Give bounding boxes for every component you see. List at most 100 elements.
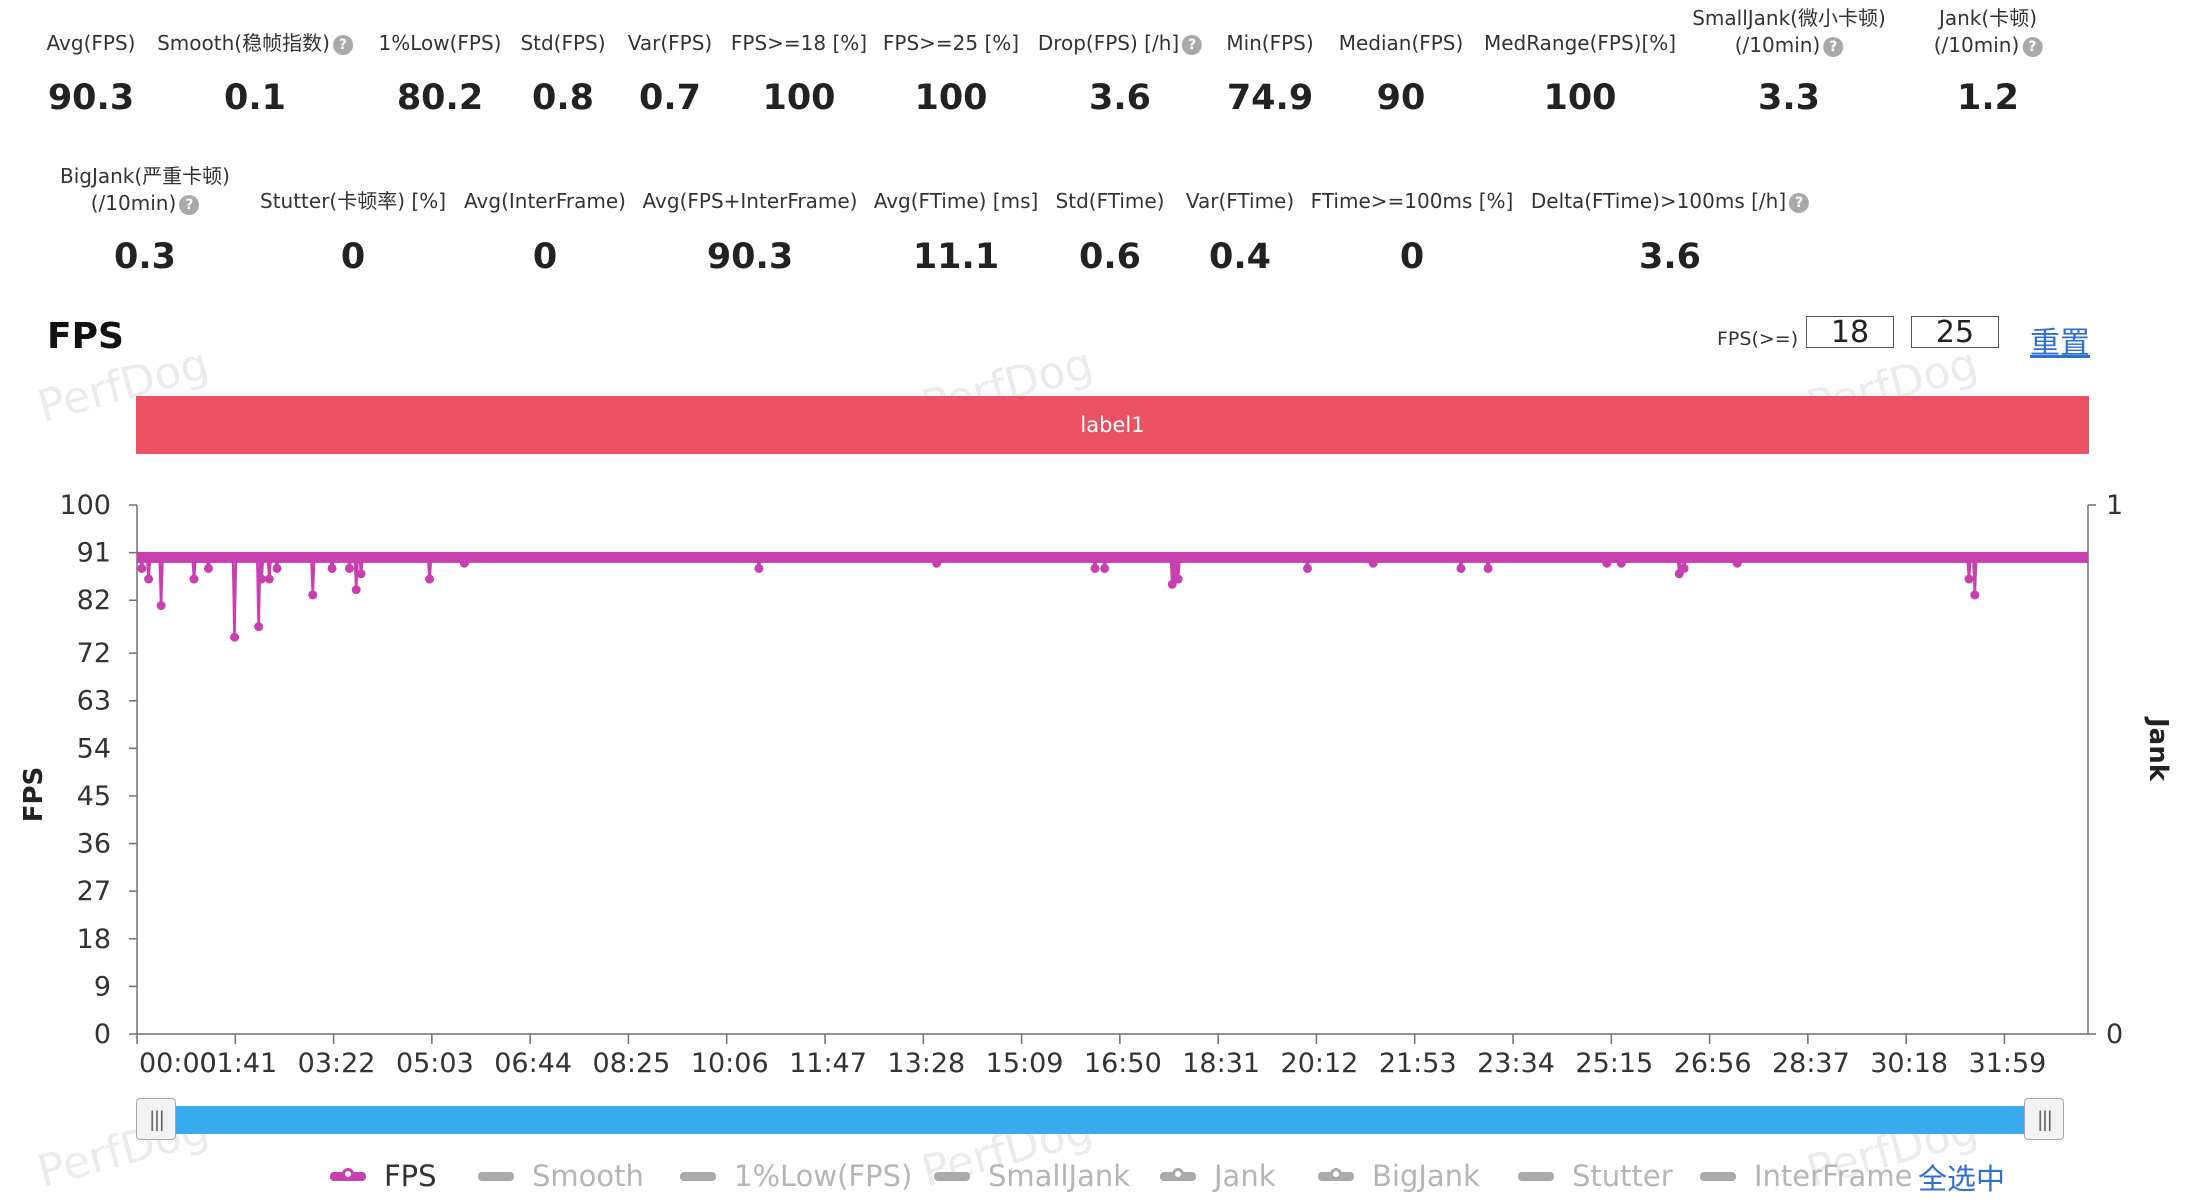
legend-label: Jank: [1214, 1159, 1276, 1193]
zoom-slider-left-handle[interactable]: |||: [136, 1098, 176, 1140]
fps-data-point: [308, 590, 318, 600]
x-tick-label: 20:12: [1281, 1048, 1359, 1079]
x-tick-label: 18:31: [1182, 1048, 1260, 1079]
stat-value: 0.8: [531, 78, 595, 118]
legend-item-jank[interactable]: Jank: [1160, 1156, 1276, 1196]
y-tick-label: 0: [94, 1019, 111, 1050]
stat-value: 0: [532, 237, 558, 277]
help-icon[interactable]: ?: [332, 34, 353, 55]
stat-label: Var(FPS): [628, 30, 712, 57]
x-tick-label: 11:47: [789, 1048, 867, 1079]
legend-item-interframe[interactable]: InterFrame: [1700, 1156, 1912, 1196]
zoom-slider-right-handle[interactable]: |||: [2024, 1098, 2064, 1140]
help-icon[interactable]: ?: [179, 194, 200, 215]
stat-label: Avg(FPS): [47, 30, 136, 57]
fps-data-point: [230, 632, 240, 642]
fps-data-point: [932, 558, 942, 568]
stat-value: 0.1: [223, 78, 287, 118]
stat-label: MedRange(FPS)[%]: [1484, 30, 1676, 57]
stat-label: 1%Low(FPS): [379, 30, 502, 57]
x-tick-label: 05:03: [396, 1048, 474, 1079]
y-tick-label: 72: [77, 638, 111, 669]
y-tick-label: 91: [77, 538, 111, 569]
legend-item-1-low-fps-[interactable]: 1%Low(FPS): [680, 1156, 912, 1196]
fps-series-line: [137, 556, 2088, 638]
stat-label: BigJank(严重卡顿) (/10min)?: [60, 163, 230, 217]
y-tick-label: 9: [94, 971, 111, 1002]
label-bar[interactable]: label1: [136, 396, 2089, 454]
stat-label: Median(FPS): [1339, 30, 1464, 57]
stat-label-unit: (/10min): [1933, 33, 2020, 57]
stat-label-text: Min(FPS): [1226, 31, 1314, 55]
stat-value: 90.3: [706, 237, 794, 277]
fps-threshold-low-input[interactable]: [1806, 316, 1894, 348]
stat-value: 0.3: [113, 237, 177, 277]
stat-value: 0: [1399, 237, 1425, 277]
legend-marker-icon: [1172, 1167, 1184, 1180]
stat-label: Smooth(稳帧指数)?: [157, 30, 353, 57]
x-tick-label: 15:09: [986, 1048, 1064, 1079]
x-tick-label: 28:37: [1772, 1048, 1850, 1079]
stat-label: Drop(FPS) [/h]?: [1038, 30, 1203, 57]
stat-value: 90: [1376, 78, 1426, 118]
y-tick-label: 45: [77, 781, 111, 812]
legend-swatch-icon: [478, 1171, 514, 1181]
stat-label-text: Jank(卡顿): [1938, 6, 2038, 30]
fps-data-point: [189, 574, 199, 584]
stat-value: 1.2: [1956, 78, 2020, 118]
stat-label: Std(FPS): [520, 30, 605, 57]
y-tick-label: 54: [77, 733, 111, 764]
x-tick-label: 13:28: [887, 1048, 965, 1079]
legend-swatch-icon: [1318, 1167, 1354, 1181]
x-tick-label: 01:41: [199, 1048, 277, 1079]
legend-item-smooth[interactable]: Smooth: [478, 1156, 644, 1196]
legend-item-bigjank[interactable]: BigJank: [1318, 1156, 1480, 1196]
fps-data-point: [344, 563, 354, 573]
help-icon[interactable]: ?: [1182, 34, 1203, 55]
stat-label-text: Avg(InterFrame): [464, 189, 626, 213]
stat-label-unit: (/10min): [1734, 33, 1821, 57]
stat-label: Std(FTime): [1056, 188, 1165, 215]
x-tick-label: 30:18: [1870, 1048, 1948, 1079]
legend-swatch-icon: [1700, 1171, 1736, 1181]
fps-data-point: [156, 601, 166, 611]
fps-data-point: [254, 622, 264, 632]
stat-label: Min(FPS): [1226, 30, 1313, 57]
fps-data-point: [1302, 563, 1312, 573]
stat-label: Var(FTime): [1186, 188, 1294, 215]
stat-value: 100: [914, 78, 988, 118]
help-icon[interactable]: ?: [1789, 192, 1810, 213]
stat-value: 100: [1543, 78, 1617, 118]
fps-threshold-high-input[interactable]: [1911, 316, 1999, 348]
y-tick-label: 100: [59, 490, 111, 521]
legend-item-smalljank[interactable]: SmallJank: [934, 1156, 1130, 1196]
fps-data-point: [1732, 558, 1742, 568]
stat-value: 80.2: [396, 78, 484, 118]
help-icon[interactable]: ?: [1823, 36, 1844, 57]
legend-swatch-icon: [1518, 1171, 1554, 1181]
legend-swatch-icon: [680, 1171, 716, 1181]
fps-data-point: [1483, 563, 1493, 573]
stat-value: 11.1: [912, 237, 1000, 277]
stat-label-text: Avg(FPS+InterFrame): [642, 189, 858, 213]
select-all-button[interactable]: 全选中: [1918, 1162, 2006, 1196]
reset-button[interactable]: 重置: [2030, 326, 2090, 361]
y-tick-label: 36: [77, 829, 111, 860]
y-tick-label: 18: [77, 924, 111, 955]
fps-data-point: [137, 563, 147, 573]
stat-label: FPS>=25 [%]: [883, 30, 1019, 57]
stat-label-text: Std(FTime): [1055, 189, 1165, 213]
legend-item-fps[interactable]: FPS: [330, 1156, 437, 1196]
legend-label: Stutter: [1572, 1159, 1673, 1193]
stat-value: 0.6: [1078, 237, 1142, 277]
fps-data-point: [1456, 563, 1466, 573]
help-icon[interactable]: ?: [2022, 36, 2043, 57]
zoom-slider-track[interactable]: [155, 1106, 2040, 1134]
legend-item-stutter[interactable]: Stutter: [1518, 1156, 1673, 1196]
fps-data-point: [351, 585, 361, 595]
stat-value: 100: [762, 78, 836, 118]
legend-label: SmallJank: [988, 1159, 1131, 1193]
stat-label-text: Var(FTime): [1185, 189, 1295, 213]
x-tick-label: 23:34: [1477, 1048, 1555, 1079]
